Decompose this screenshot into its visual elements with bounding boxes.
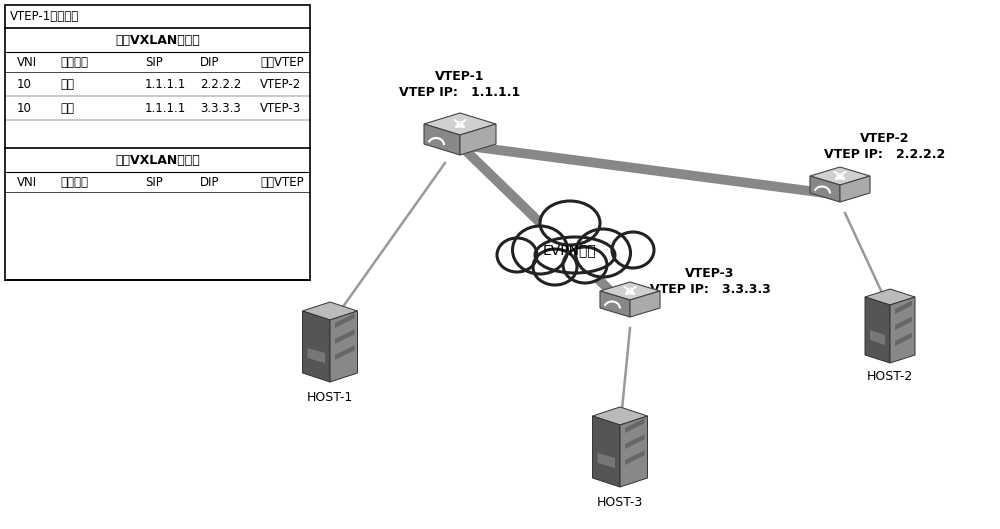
Polygon shape: [625, 450, 644, 465]
Polygon shape: [335, 345, 354, 360]
Polygon shape: [335, 313, 354, 328]
Text: 3.3.3.3: 3.3.3.3: [200, 102, 241, 114]
Ellipse shape: [512, 226, 568, 274]
Text: VTEP-1的隊道表: VTEP-1的隊道表: [10, 10, 79, 23]
Ellipse shape: [533, 249, 577, 285]
Text: 1.1.1.1: 1.1.1.1: [145, 78, 186, 90]
Text: VTEP IP:   3.3.3.3: VTEP IP: 3.3.3.3: [650, 283, 770, 296]
Text: EVPN网络: EVPN网络: [543, 243, 597, 257]
Text: 缓存VXLAN隊道表: 缓存VXLAN隊道表: [115, 153, 200, 167]
Polygon shape: [330, 311, 358, 382]
Text: SIP: SIP: [145, 56, 163, 68]
Text: VTEP IP:   2.2.2.2: VTEP IP: 2.2.2.2: [824, 148, 946, 161]
Text: DIP: DIP: [200, 56, 220, 68]
Polygon shape: [460, 124, 496, 155]
Polygon shape: [810, 176, 840, 202]
Text: HOST-2: HOST-2: [867, 370, 913, 383]
Text: VNI: VNI: [17, 56, 37, 68]
Text: VTEP IP:   1.1.1.1: VTEP IP: 1.1.1.1: [399, 86, 521, 99]
Text: 1.1.1.1: 1.1.1.1: [145, 102, 186, 114]
Polygon shape: [870, 330, 885, 345]
Text: SIP: SIP: [145, 176, 163, 188]
Polygon shape: [630, 291, 660, 317]
Bar: [5, 5, 310, 280]
Text: 10: 10: [17, 102, 32, 114]
Polygon shape: [302, 311, 330, 382]
Polygon shape: [592, 416, 620, 487]
Text: 动态: 动态: [60, 78, 74, 90]
Ellipse shape: [497, 238, 537, 272]
Polygon shape: [302, 302, 358, 320]
Bar: [6, 121, 309, 147]
Text: HOST-3: HOST-3: [597, 496, 643, 509]
Polygon shape: [625, 418, 644, 433]
Polygon shape: [895, 333, 912, 346]
Polygon shape: [592, 407, 648, 425]
Text: VNI: VNI: [17, 176, 37, 188]
Text: HOST-1: HOST-1: [307, 391, 353, 404]
Text: VTEP-2: VTEP-2: [260, 78, 301, 90]
Ellipse shape: [612, 232, 654, 268]
Text: 10: 10: [17, 78, 32, 90]
Polygon shape: [625, 434, 644, 449]
Polygon shape: [600, 291, 630, 317]
Polygon shape: [598, 453, 615, 468]
Text: VTEP-3: VTEP-3: [260, 102, 301, 114]
Text: 2.2.2.2: 2.2.2.2: [200, 78, 241, 90]
Text: 隊道类型: 隊道类型: [60, 176, 88, 188]
Ellipse shape: [540, 201, 600, 245]
Ellipse shape: [563, 247, 607, 283]
Text: 动态: 动态: [60, 102, 74, 114]
Text: 隊道类型: 隊道类型: [60, 56, 88, 68]
Polygon shape: [890, 297, 915, 363]
Polygon shape: [620, 416, 648, 487]
Text: VTEP-2: VTEP-2: [860, 132, 910, 145]
Polygon shape: [335, 329, 354, 344]
Text: DIP: DIP: [200, 176, 220, 188]
Polygon shape: [810, 167, 870, 185]
Text: 生效VXLAN隊道表: 生效VXLAN隊道表: [115, 33, 200, 47]
Polygon shape: [308, 348, 325, 363]
Polygon shape: [895, 316, 912, 330]
Polygon shape: [895, 300, 912, 314]
Polygon shape: [865, 297, 890, 363]
Text: VTEP-1: VTEP-1: [435, 70, 485, 83]
Polygon shape: [424, 124, 460, 155]
Text: VTEP-3: VTEP-3: [685, 267, 735, 280]
Ellipse shape: [576, 229, 631, 277]
Ellipse shape: [535, 237, 615, 273]
Polygon shape: [865, 289, 915, 305]
Polygon shape: [840, 176, 870, 202]
Text: 连接VTEP: 连接VTEP: [260, 56, 304, 68]
Polygon shape: [424, 113, 496, 135]
Polygon shape: [600, 282, 660, 300]
Text: 连接VTEP: 连接VTEP: [260, 176, 304, 188]
